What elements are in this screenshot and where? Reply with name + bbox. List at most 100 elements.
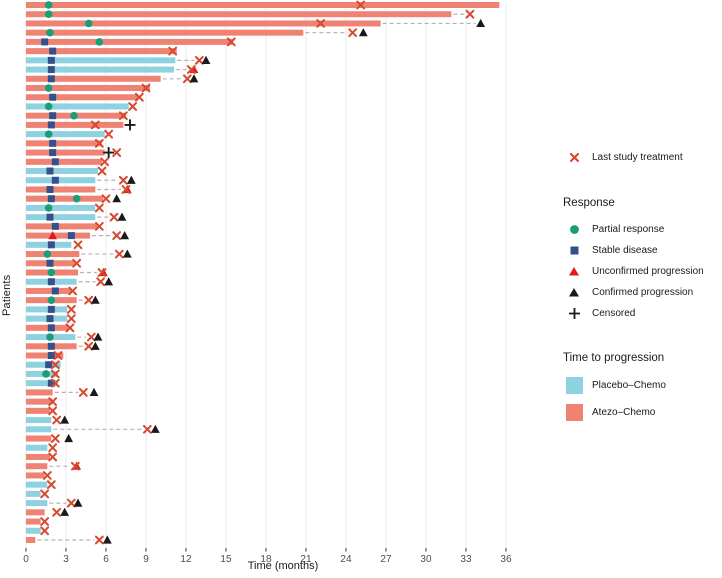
x-tick-label: 18 (260, 554, 272, 565)
patient-bar (26, 195, 104, 202)
marker-stable-disease (46, 259, 54, 267)
marker-stable-disease (49, 149, 57, 157)
marker-partial-response (44, 130, 53, 138)
marker-last-treatment-x (121, 185, 131, 194)
marker-last-treatment-x (97, 268, 107, 277)
marker-last-treatment-x (50, 360, 60, 370)
patient-bar (26, 490, 41, 497)
marker-last-treatment-x (78, 388, 88, 397)
patient-bar (26, 435, 52, 442)
marker-partial-response (44, 84, 53, 92)
marker-stable-disease (47, 241, 55, 249)
marker-censored (103, 147, 115, 159)
marker-last-treatment-x (348, 28, 358, 38)
patient-bar (26, 500, 48, 507)
marker-last-treatment-x (66, 314, 76, 324)
marker-partial-response (43, 250, 52, 258)
marker-partial-response (84, 19, 93, 28)
marker-partial-response (72, 194, 81, 203)
marker-confirmed-progression (89, 387, 99, 397)
marker-last-treatment-x (100, 157, 110, 167)
marker-last-treatment-x (142, 424, 152, 434)
marker-confirmed-progression (104, 277, 114, 286)
marker-last-treatment-x (134, 92, 144, 102)
marker-last-treatment-x (52, 415, 62, 425)
legend-unconfirmed-progression-item: Unconfirmed progression (563, 262, 704, 280)
legend-placebo-chemo-label: Placebo–Chemo (592, 379, 666, 391)
partial-response-circle-icon (563, 224, 585, 235)
legend-partial-response-item: Partial response (563, 220, 664, 238)
patient-bar (26, 527, 41, 534)
patient-bar (26, 66, 174, 73)
marker-last-treatment-x (109, 212, 119, 222)
marker-last-treatment-x (94, 221, 104, 231)
legend-atezo-chemo-item: Atezo–Chemo (563, 402, 655, 422)
patient-bar (26, 131, 105, 138)
marker-confirmed-progression (358, 28, 368, 37)
marker-last-treatment-x (48, 443, 58, 453)
marker-stable-disease (47, 66, 55, 74)
marker-stable-disease (47, 305, 55, 313)
patient-bar (26, 232, 90, 239)
marker-last-treatment-x (90, 120, 100, 130)
legend-confirmed-progression-label: Confirmed progression (592, 286, 694, 298)
marker-last-treatment-x (65, 323, 75, 333)
legend-censored-item: Censored (563, 304, 635, 322)
marker-last-treatment-x (42, 471, 52, 480)
marker-partial-response (42, 370, 50, 378)
patient-bar (26, 324, 69, 331)
x-axis-title: Time (months) (247, 560, 319, 572)
marker-confirmed-progression (60, 415, 70, 424)
marker-last-treatment-x (112, 231, 122, 240)
marker-last-treatment-x (72, 258, 82, 268)
marker-confirmed-progression (120, 231, 130, 240)
patient-bar (26, 158, 102, 165)
confirmed-progression-triangle-icon (563, 287, 585, 298)
marker-confirmed-progression (112, 194, 122, 203)
marker-confirmed-progression (90, 341, 100, 350)
patient-bar (26, 75, 161, 82)
last-treatment-x-icon (563, 152, 585, 163)
marker-stable-disease (51, 287, 59, 295)
patient-bar (26, 306, 68, 313)
marker-unconfirmed-progression (48, 231, 58, 240)
marker-confirmed-progression (93, 332, 103, 341)
marker-last-treatment-x (112, 148, 122, 157)
legend-last-treatment-item: Last study treatment (563, 148, 683, 166)
atezo-chemo-swatch (563, 403, 585, 421)
marker-partial-response (95, 38, 104, 46)
marker-stable-disease (47, 75, 55, 83)
marker-stable-disease (46, 315, 54, 323)
marker-last-treatment-x (118, 111, 128, 121)
legend-stable-disease-label: Stable disease (592, 244, 658, 256)
patient-bar (26, 352, 64, 359)
patient-bar (26, 29, 304, 36)
marker-last-treatment-x (40, 526, 50, 536)
marker-stable-disease (49, 112, 57, 120)
marker-stable-disease (47, 324, 55, 332)
marker-last-treatment-x (86, 332, 96, 342)
patient-bar (26, 103, 129, 110)
unconfirmed-progression-triangle-icon (563, 266, 585, 277)
patient-bar (26, 251, 80, 258)
patient-bar (26, 453, 50, 460)
patient-bar (26, 186, 96, 193)
marker-confirmed-progression (122, 249, 132, 258)
marker-last-treatment-x (168, 46, 178, 56)
legend-partial-response-label: Partial response (592, 223, 665, 235)
marker-last-treatment-x (141, 83, 151, 93)
patient-bar (26, 426, 52, 433)
marker-confirmed-progression (60, 507, 70, 516)
patient-bar (26, 444, 48, 451)
patient-bar (26, 57, 176, 64)
marker-last-treatment-x (316, 19, 326, 28)
marker-confirmed-progression (64, 433, 74, 443)
marker-stable-disease (67, 232, 75, 240)
legend-progression-title: Time to progression (563, 352, 665, 364)
marker-stable-disease (47, 379, 55, 387)
marker-last-treatment-x (186, 65, 196, 74)
patient-bar (26, 48, 177, 55)
patient-bar (26, 463, 48, 470)
marker-last-treatment-x (73, 240, 83, 250)
